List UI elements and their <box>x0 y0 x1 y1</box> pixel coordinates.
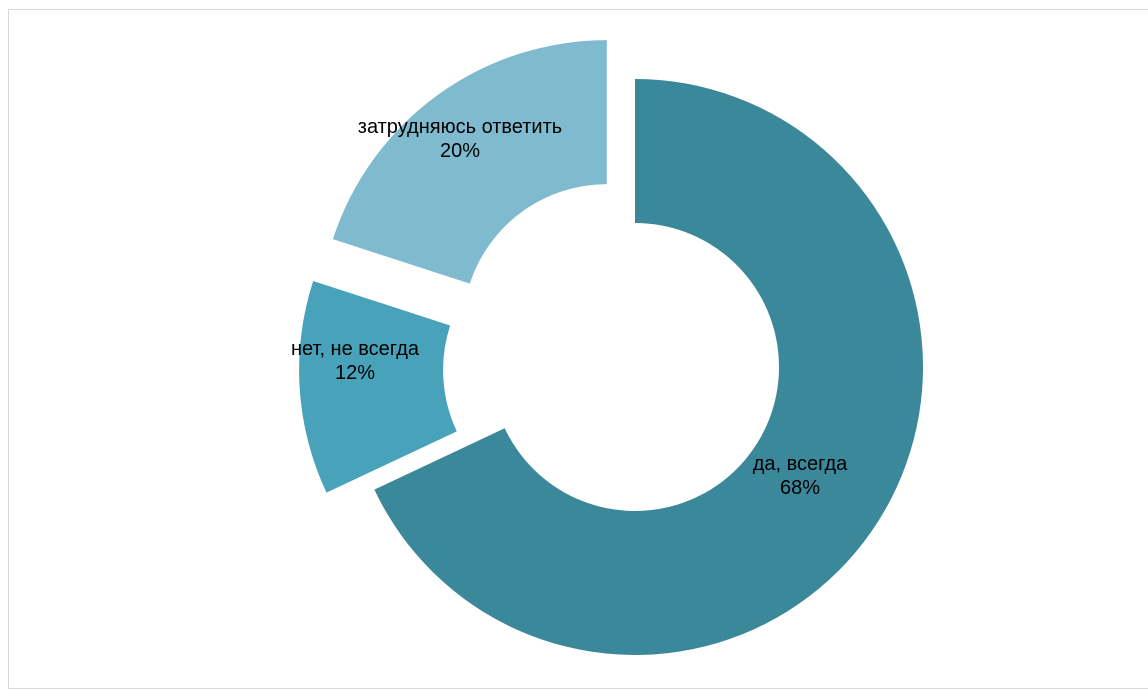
donut-slice-1 <box>299 281 457 493</box>
slice-label-1: нет, не всегда <box>291 338 420 360</box>
donut-slice-0 <box>374 79 924 655</box>
slice-value-1: 12% <box>335 362 375 384</box>
donut-slice-2 <box>332 40 607 284</box>
slice-value-2: 20% <box>440 140 480 162</box>
slice-label-2: затрудняюсь ответить <box>358 116 562 138</box>
slice-label-0: да, всегда <box>753 453 848 475</box>
slice-value-0: 68% <box>780 477 820 499</box>
